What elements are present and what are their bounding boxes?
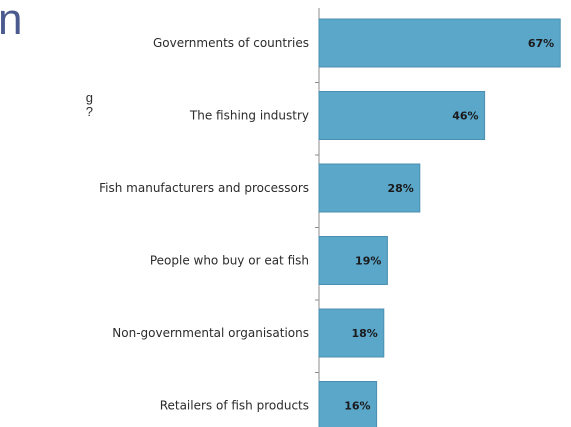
- bar-6: [318, 381, 378, 427]
- bar-5: [318, 308, 385, 358]
- question-line-1: g: [85, 90, 93, 105]
- bar-2: [318, 91, 486, 140]
- category-label-2: The fishing industry: [189, 109, 309, 123]
- category-label-4: People who buy or eat fish: [150, 254, 309, 268]
- bar-value-label-4: 19%: [355, 255, 381, 268]
- bar-value-label-6: 16%: [344, 400, 370, 413]
- bar-value-label-1: 67%: [528, 37, 554, 50]
- bar-value-label-5: 18%: [351, 327, 377, 340]
- bar-1: [318, 18, 561, 68]
- bar-4: [318, 236, 388, 285]
- question-text: g ?: [86, 91, 93, 119]
- page-title-fragment: n: [0, 0, 23, 44]
- category-label-3: Fish manufacturers and processors: [99, 181, 309, 195]
- category-label-6: Retailers of fish products: [160, 399, 309, 413]
- category-label-1: Governments of countries: [153, 36, 309, 50]
- bar-value-label-2: 46%: [452, 110, 478, 123]
- question-line-2: ?: [85, 104, 93, 119]
- category-label-5: Non-governmental organisations: [112, 326, 309, 340]
- bar-3: [318, 163, 421, 213]
- bar-value-label-3: 28%: [387, 182, 413, 195]
